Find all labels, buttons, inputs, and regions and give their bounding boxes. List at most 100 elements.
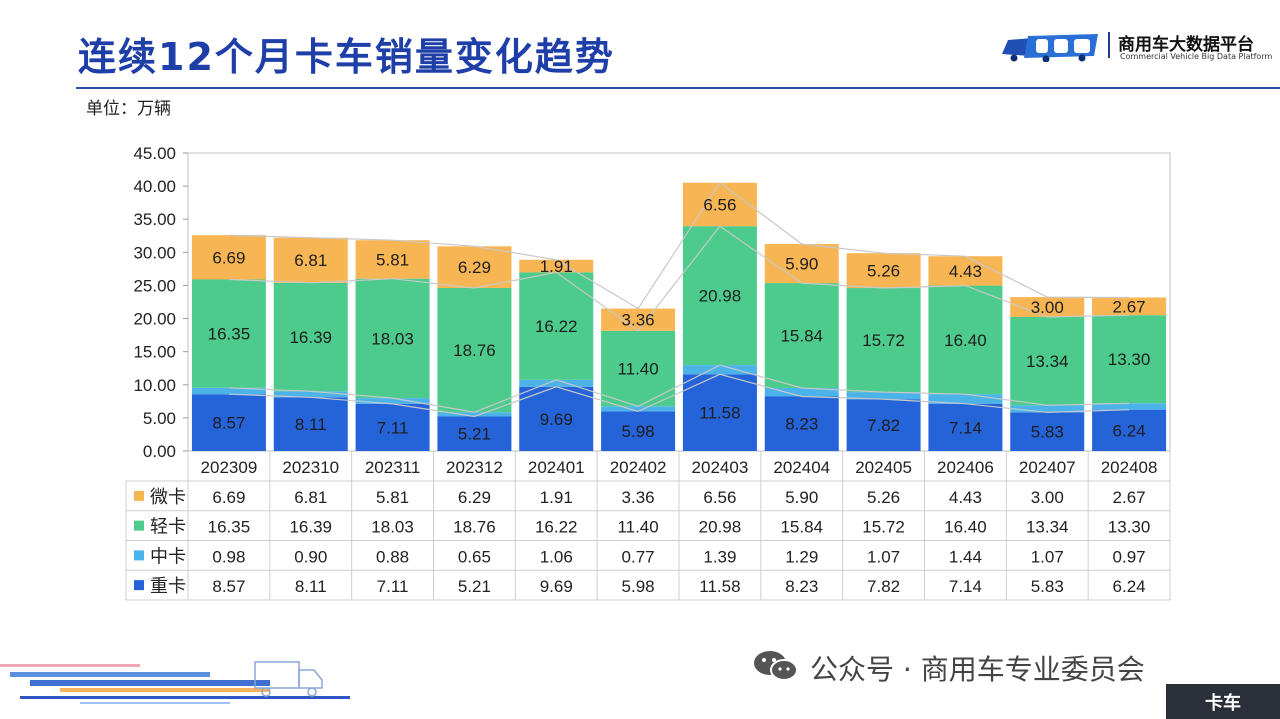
bar-heavy-202401 — [519, 386, 594, 451]
table-cell-medium: 1.07 — [867, 547, 900, 566]
table-cell-medium: 0.90 — [294, 547, 327, 566]
bar-heavy-202406 — [928, 403, 1003, 451]
y-tick-label: 25.00 — [133, 276, 176, 295]
table-cell-medium: 0.65 — [458, 547, 491, 566]
bar-medium-202309 — [191, 387, 266, 395]
table-cell-medium: 1.29 — [785, 547, 818, 566]
bar-micro-202310 — [273, 237, 348, 283]
table-cell-heavy: 8.23 — [785, 577, 818, 596]
data-label-light: 18.03 — [371, 329, 414, 348]
data-label-light: 20.98 — [699, 287, 742, 306]
x-tick-label: 202401 — [528, 458, 585, 477]
y-tick-label: 20.00 — [133, 310, 176, 329]
y-tick-label: 5.00 — [143, 409, 176, 428]
x-tick-label: 202408 — [1101, 458, 1158, 477]
table-cell-micro: 2.67 — [1113, 488, 1146, 507]
table-cell-heavy: 11.58 — [699, 577, 740, 596]
legend-entry-micro: 微卡 — [150, 487, 186, 507]
wechat-account-name: 公众号 · 商用车专业委员会 — [810, 653, 1145, 686]
table-cell-micro: 4.43 — [949, 488, 982, 507]
bar-heavy-202402 — [601, 411, 676, 451]
data-label-micro: 6.69 — [212, 248, 245, 267]
data-label-micro: 6.29 — [458, 258, 491, 277]
wechat-account[interactable]: 公众号 · 商用车专业委员会 — [752, 646, 1252, 686]
data-label-light: 15.84 — [780, 327, 823, 346]
page-title: 连续12个月卡车销量变化趋势 — [78, 35, 615, 79]
bar-micro-202404 — [764, 243, 839, 284]
table-cell-light: 13.30 — [1108, 518, 1151, 537]
table-cell-medium: 1.44 — [949, 547, 982, 566]
bar-micro-202402 — [601, 308, 676, 331]
data-label-micro: 5.26 — [867, 262, 900, 281]
table-cell-medium: 1.39 — [703, 547, 736, 566]
logo-separator — [1108, 32, 1110, 58]
bar-medium-202401 — [519, 379, 594, 387]
bar-heavy-202408 — [1092, 409, 1167, 451]
x-tick-label: 202309 — [201, 458, 258, 477]
bar-medium-202403 — [682, 365, 757, 375]
bar-micro-202401 — [519, 259, 594, 273]
table-cell-light: 15.84 — [780, 518, 823, 537]
bar-medium-202407 — [1010, 405, 1085, 413]
data-label-heavy: 9.69 — [540, 410, 573, 429]
data-label-heavy: 5.98 — [622, 422, 655, 441]
data-label-light: 13.34 — [1026, 352, 1069, 371]
y-tick-label: 45.00 — [133, 144, 176, 163]
data-label-light: 13.30 — [1108, 350, 1151, 369]
table-cell-medium: 0.77 — [622, 547, 655, 566]
bar-micro-202312 — [437, 246, 512, 288]
data-label-micro: 6.56 — [703, 195, 736, 214]
data-label-micro: 5.90 — [785, 255, 818, 274]
data-label-light: 15.72 — [862, 331, 905, 350]
data-label-heavy: 5.83 — [1031, 423, 1064, 442]
y-tick-label: 40.00 — [133, 177, 176, 196]
bar-light-202312 — [437, 287, 512, 413]
data-label-micro: 1.91 — [540, 257, 573, 276]
table-cell-light: 11.40 — [617, 518, 658, 537]
x-tick-label: 202312 — [446, 458, 503, 477]
data-labels: 8.57 8.11 7.11 5.21 9.69 5.98 11.58 8.23 7.82 7.1… — [208, 195, 1151, 443]
bar-light-202403 — [682, 226, 757, 366]
data-label-light: 11.40 — [617, 360, 658, 379]
legend-swatch-micro — [134, 490, 144, 501]
bar-light-202404 — [764, 283, 839, 388]
wechat-icon — [754, 651, 798, 681]
table-cell-heavy: 7.11 — [377, 577, 409, 596]
legend-swatch-light — [134, 520, 144, 531]
table-cell-light: 16.40 — [944, 518, 987, 537]
table-cell-heavy: 8.11 — [295, 577, 327, 596]
truck-logo-icon — [1002, 34, 1098, 62]
brand-logo[interactable]: 商用车大数据平台 Commercial Vehicle Big Data Pla… — [1000, 28, 1272, 68]
x-tick-label: 202405 — [855, 458, 912, 477]
y-tick-label: 0.00 — [143, 442, 176, 461]
bar-micro-202405 — [846, 253, 921, 289]
data-label-light: 16.22 — [535, 317, 578, 336]
legend-swatch-heavy — [134, 580, 144, 591]
data-label-light: 16.40 — [944, 331, 987, 350]
data-label-heavy: 7.14 — [949, 418, 982, 437]
table-cell-light: 18.03 — [371, 518, 414, 537]
table-cell-light: 20.98 — [699, 518, 742, 537]
bar-light-202311 — [355, 278, 430, 399]
bar-medium-202408 — [1092, 403, 1167, 410]
x-tick-label: 202404 — [773, 458, 830, 477]
data-label-micro: 6.81 — [294, 251, 327, 270]
data-label-light: 16.39 — [289, 328, 332, 347]
table-cell-micro: 6.69 — [212, 488, 245, 507]
table-cell-micro: 5.81 — [376, 488, 409, 507]
data-label-heavy: 5.21 — [458, 425, 491, 444]
bar-heavy-202404 — [764, 396, 839, 451]
bar-micro-202311 — [355, 240, 430, 279]
table-cell-heavy: 5.98 — [622, 577, 655, 596]
bar-micro-202408 — [1092, 297, 1167, 316]
bar-heavy-202310 — [273, 397, 348, 451]
trend-line-medium — [228, 364, 1130, 413]
table-cell-light: 16.22 — [535, 518, 578, 537]
table-cell-light: 13.34 — [1026, 518, 1069, 537]
brand-name: 商用车大数据平台 — [1118, 35, 1254, 55]
data-label-micro: 4.43 — [949, 262, 982, 281]
bar-medium-202311 — [355, 398, 430, 404]
table-cell-medium: 1.07 — [1031, 547, 1064, 566]
table-cell-micro: 5.26 — [867, 488, 900, 507]
